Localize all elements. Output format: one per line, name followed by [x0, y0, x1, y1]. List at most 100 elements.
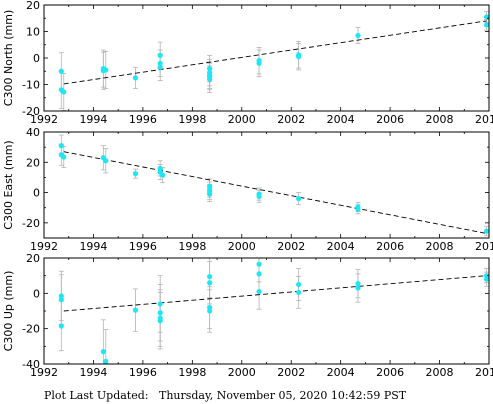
data-point — [132, 171, 139, 177]
y-tick-label: -20 — [22, 105, 40, 118]
x-tick-label: 2004 — [327, 366, 355, 379]
data-point — [355, 285, 361, 291]
data-point — [256, 60, 262, 66]
x-tick-label: 2004 — [327, 113, 355, 126]
data-point — [256, 261, 262, 267]
data-point — [58, 68, 64, 74]
x-tick-label: 2006 — [376, 240, 404, 253]
y-tick-label: -20 — [22, 323, 40, 336]
y-tick-label: -40 — [22, 358, 40, 371]
plot-last-updated: Plot Last Updated: Thursday, November 05… — [44, 389, 406, 402]
data-point — [207, 273, 213, 280]
data-point — [157, 165, 163, 171]
data-point — [296, 196, 302, 202]
x-tick-label: 2006 — [376, 113, 404, 126]
x-tick-label: 1992 — [30, 366, 58, 379]
data-point — [61, 89, 67, 95]
data-point — [160, 172, 166, 178]
y-tick-label: 20 — [26, 156, 40, 169]
data-point — [61, 154, 67, 160]
x-tick-label: 2000 — [228, 240, 256, 253]
data-point — [100, 349, 106, 355]
plot-frame — [43, 257, 490, 365]
panel-east: 1992 1994 1996 1998 2000 2002 2004 2006 2008 2010… — [2, 126, 493, 253]
x-tick-label: 2006 — [376, 366, 404, 379]
data-point — [483, 228, 490, 234]
footer-timestamp: Thursday, November 05, 2020 10:42:59 PST — [158, 389, 407, 402]
x-tick-label: 2008 — [426, 113, 454, 126]
y-tick-label: -20 — [22, 217, 40, 230]
data-point — [157, 52, 163, 58]
data-point — [296, 281, 302, 288]
data-point — [296, 289, 302, 296]
data-point — [355, 281, 361, 287]
x-tick-label: 2002 — [277, 366, 305, 379]
y-tick-label: 20 — [26, 252, 40, 265]
data-point — [483, 276, 490, 282]
x-tick-label: 1996 — [129, 366, 157, 379]
panel-up: 1992 1994 1996 1998 2000 2002 2004 2006 2008 2010… — [2, 252, 493, 379]
x-tick-label: 1994 — [79, 113, 107, 126]
x-tick-label: 2008 — [426, 240, 454, 253]
trend-line — [63, 151, 487, 234]
data-point — [157, 318, 163, 324]
x-tick-label: 2002 — [277, 240, 305, 253]
data-point — [207, 66, 213, 72]
data-point — [157, 64, 163, 70]
data-point — [132, 75, 139, 81]
data-point — [256, 271, 262, 277]
data-point — [103, 67, 109, 73]
plot-frame — [43, 131, 490, 239]
data-point — [58, 143, 64, 149]
footer-label: Plot Last Updated: — [44, 389, 149, 402]
data-point — [103, 158, 109, 164]
x-tick-label: 2002 — [277, 113, 305, 126]
x-tick-label: 1994 — [79, 366, 107, 379]
x-tick-label: 1998 — [178, 366, 206, 379]
x-tick-label: 2000 — [228, 366, 256, 379]
trend-line — [63, 275, 487, 312]
data-point — [256, 193, 262, 199]
data-point — [296, 52, 302, 58]
y-axis-label: C300 Up (mm) — [2, 271, 15, 352]
data-point — [132, 307, 139, 313]
y-tick-label: 0 — [33, 287, 40, 300]
panel-north: 1992199419961998200020022004200620082010… — [2, 0, 493, 126]
y-tick-label: 0 — [33, 187, 40, 200]
y-tick-label: 40 — [26, 126, 40, 139]
x-tick-label: 1994 — [79, 240, 107, 253]
data-point — [157, 301, 163, 307]
data-point — [483, 22, 490, 28]
x-tick-label: 1998 — [178, 113, 206, 126]
data-point — [355, 206, 361, 212]
data-point — [157, 310, 163, 316]
y-tick-label: -10 — [22, 79, 40, 92]
x-tick-label: 1996 — [129, 113, 157, 126]
trend-line — [63, 20, 487, 85]
data-point — [207, 280, 213, 286]
data-point — [103, 358, 109, 364]
y-tick-label: 10 — [26, 26, 40, 39]
y-tick-label: 20 — [26, 0, 40, 12]
x-tick-label: 2004 — [327, 240, 355, 253]
data-point — [207, 191, 213, 197]
data-point — [256, 288, 262, 295]
data-point — [157, 60, 163, 66]
y-axis-label: C300 East (mm) — [2, 140, 15, 229]
x-tick-label: 1992 — [30, 240, 58, 253]
y-axis-label: C300 North (mm) — [2, 10, 15, 106]
plot-frame — [43, 4, 490, 112]
x-tick-label: 2008 — [426, 366, 454, 379]
y-tick-label: 0 — [33, 52, 40, 65]
data-point — [58, 296, 64, 303]
data-point — [355, 32, 361, 39]
data-point — [207, 76, 213, 82]
x-tick-label: 1992 — [30, 113, 58, 126]
x-tick-label: 1996 — [129, 240, 157, 253]
data-point — [483, 14, 490, 20]
x-tick-label: 2000 — [228, 113, 256, 126]
